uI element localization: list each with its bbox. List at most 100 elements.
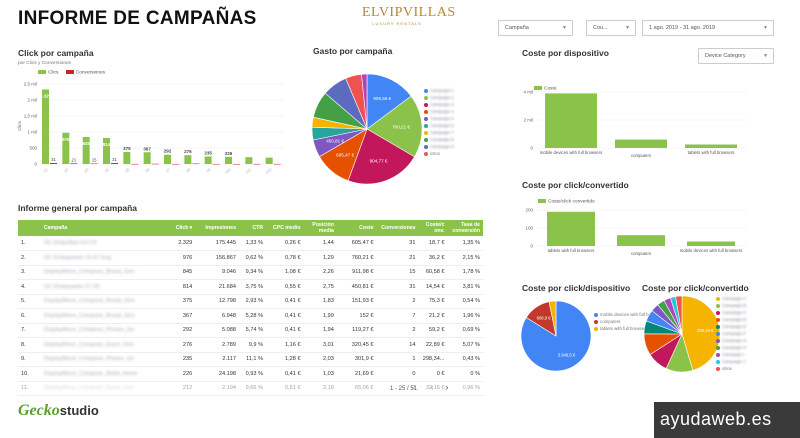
chevron-down-icon: ▼ <box>763 53 768 59</box>
device-cost-bar <box>685 144 737 148</box>
legend-item: Campaign 9 <box>424 144 496 151</box>
table-row[interactable]: 11. DisplayMove_Crimpsoe_Exact_Gen 212 2.19… <box>18 381 483 396</box>
legend-label: Campaign B <box>722 303 747 308</box>
campaign-name-cell: GC Elvipquarter 27-05 <box>40 279 164 295</box>
legend-label: Campaign A <box>722 296 746 301</box>
legend-label: tablets with full browsers <box>600 326 648 331</box>
y-tick-label: 2 mil <box>523 118 533 123</box>
table-cell: 301,9 € <box>336 352 377 367</box>
y-tick-label: 1,5 mil <box>24 114 37 119</box>
campaign-name-cell: DisplayMove_Crimpsoe_Broad_Gen <box>40 308 164 324</box>
slice-label: 605,47 € <box>336 153 354 158</box>
column-header[interactable]: Click ▾ <box>163 220 196 236</box>
date-range-picker[interactable]: 1 ago. 2019 - 31 ago. 2019 ▼ <box>642 20 774 36</box>
legend-item: Campaign 2 <box>424 95 496 102</box>
prev-page-button[interactable]: ‹ <box>430 382 434 392</box>
legend-label: Campaign C <box>722 310 747 315</box>
table-cell: 151,93 € <box>336 294 377 309</box>
conv-value-label: 31 <box>112 157 117 162</box>
table-cell: 14 <box>376 337 419 353</box>
x-tick-label: c11 <box>245 168 252 175</box>
column-header[interactable]: Impresiones <box>195 220 239 236</box>
legend-swatch-clics <box>38 70 46 74</box>
pie-slice <box>548 300 557 337</box>
table-cell: 32,15 € <box>418 381 448 396</box>
table-cell: 4. <box>18 279 41 295</box>
x-tick-label: mobile devices with full browsers <box>680 248 743 253</box>
table-cell: 212 <box>163 381 196 396</box>
column-header[interactable] <box>18 220 41 236</box>
legend-label: Campaign 8 <box>430 137 454 142</box>
legend-item: Campaign A <box>716 296 776 303</box>
legend-dot <box>424 109 428 114</box>
bar-clics <box>62 132 70 164</box>
bar-clics <box>42 89 49 164</box>
legend-label: Campaign D <box>722 317 747 322</box>
table-row[interactable]: 10. DisplayMove_Crimpsoe_Mobil_Home 226 24.… <box>18 366 483 382</box>
table-cell: 0,43 % <box>447 352 483 367</box>
table-cell: 1,94 <box>303 323 337 338</box>
column-header[interactable]: Coste <box>336 220 377 236</box>
legend-dot <box>716 345 720 350</box>
bar-value-label: 226 <box>225 151 233 156</box>
table-row[interactable]: 1. GC Elvipvillas G4 CS 2.329 175.445 1,33 %… <box>18 236 483 251</box>
device-cost-bar-chart: 0 2 mil 4 mil mobile devices with full brow… <box>523 90 746 158</box>
column-header[interactable]: Campaña <box>40 220 164 236</box>
table-cell: 0,41 € <box>266 366 304 382</box>
campaign-name-cell: GC Elvipvillas G4 CS <box>40 236 164 251</box>
legend-label: computers <box>600 319 621 324</box>
column-header[interactable]: Coste/c onv. <box>418 220 448 236</box>
legend-label: Campaign J <box>722 359 746 364</box>
legend-label: Campaign F <box>722 331 746 336</box>
legend-label: Campaign H <box>722 345 747 350</box>
bar-conversiones <box>273 163 281 165</box>
table-cell: 226 <box>163 366 196 382</box>
table-row[interactable]: 9. DisplayMove_Crimpsoe_Phrase_Ge 235 2.117… <box>18 352 483 367</box>
conv-value-label: 21 <box>71 157 76 162</box>
campaign-name-cell: DisplayMove_Crimpsoe_Mobil_Home <box>40 366 164 382</box>
legend-dot <box>424 151 428 156</box>
campaign-report-table: Campaña Click ▾ Impresiones CTR CPC medio Pos… <box>18 220 483 396</box>
table-row[interactable]: 5. DisplayMove_Crimpsoe_Broad_Gen 375 12.79… <box>18 294 483 309</box>
brand-logo: ELVIPVILLAS LUXURY RENTALS <box>362 5 455 26</box>
table-cell: 1,16 € <box>266 337 304 353</box>
bar-value-label: 845 <box>82 141 90 146</box>
legend-dot <box>594 319 598 324</box>
column-header[interactable]: CTR <box>238 220 267 236</box>
table-row[interactable]: 7. DisplayMove_Crimpsoe_Phrase_Ge 292 5.088… <box>18 323 483 338</box>
table-cell: 2.117 <box>195 352 239 367</box>
table-cell: 12.798 <box>195 294 239 309</box>
column-header[interactable]: Conversiones <box>376 220 419 236</box>
table-cell: 18,7 € <box>418 236 448 251</box>
column-header[interactable]: Tasa de conversión <box>447 220 483 236</box>
table-row[interactable]: 4. GC Elvipquarter 27-05 814 21.684 3,75 % 0,… <box>18 279 483 295</box>
legend-label-clics: Clics <box>48 70 59 76</box>
next-page-button[interactable]: › <box>445 382 449 392</box>
spend-pie-chart: 905,56 € 760,21 € 904,77 € 605,47 € 450,81 € <box>311 73 423 185</box>
table-cell: 2,93 % <box>238 294 267 309</box>
slice-label: 298,34 € <box>697 328 714 333</box>
legend-item: Campaign F <box>716 331 776 338</box>
table-row[interactable]: 8. DisplayMove_Crimpsoe_Exact_Gen 276 2.789… <box>18 337 483 353</box>
table-row[interactable]: 3. DisplayMove_Crimpsoe_Broad_Gen 845 9.046… <box>18 265 483 280</box>
campaign-filter[interactable]: Campaña ▼ <box>498 20 573 36</box>
legend-dot <box>716 317 720 322</box>
device-category-select[interactable]: Device Category ▼ <box>698 48 774 64</box>
legend-item: mobile devices with full browsers <box>594 312 664 319</box>
country-filter[interactable]: Cou... ▼ <box>586 20 636 36</box>
campaign-name-cell: DisplayMove_Crimpsoe_Broad_Gen <box>40 265 164 280</box>
table-cell: 11. <box>18 381 41 396</box>
table-row[interactable]: 6. DisplayMove_Crimpsoe_Broad_Gen 367 6.948… <box>18 308 483 324</box>
column-header[interactable]: Posición media <box>303 220 337 236</box>
column-header[interactable]: CPC medio <box>266 220 304 236</box>
legend-swatch-coste-click <box>538 199 546 203</box>
legend-dot <box>716 303 720 308</box>
table-cell: 450,81 € <box>336 279 377 295</box>
legend-item: Campaign E <box>716 324 776 331</box>
legend-label: Campaign 9 <box>430 144 454 149</box>
bar-value-label: 976 <box>62 137 70 142</box>
legend-dot <box>424 144 428 149</box>
bar-conversiones <box>212 163 220 165</box>
table-cell: 276 <box>163 337 196 353</box>
table-row[interactable]: 2. GC Elvipquarter 16-07 Eng 976 156.867 0,6… <box>18 250 483 266</box>
